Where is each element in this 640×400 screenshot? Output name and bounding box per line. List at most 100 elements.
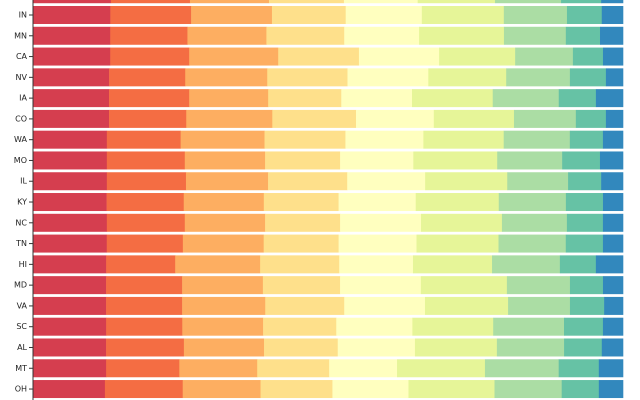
- bar-segment-ky-1: [106, 193, 185, 212]
- bar-segment-in-7: [566, 6, 603, 24]
- bar-segment-va-0: [33, 296, 107, 315]
- bar-segment-nv-0: [33, 68, 110, 87]
- bar-segment-mo-2: [184, 151, 266, 170]
- bar-segment-oh-5: [408, 380, 495, 399]
- bar-segment-mn-7: [565, 26, 601, 45]
- y-tick-label-hi: HI: [19, 260, 27, 269]
- bar-segment-co-8: [605, 109, 624, 128]
- bar-segment-sc-8: [602, 317, 624, 336]
- bar-segment-mt-7: [558, 359, 600, 378]
- y-tick-label-mt: MT: [15, 364, 27, 373]
- y-tick-label-sc: SC: [16, 322, 27, 331]
- bar-segment-partial-4: [343, 0, 418, 4]
- y-tick-label-nc: NC: [15, 218, 27, 227]
- y-tick-label-mn: MN: [14, 31, 27, 40]
- bar-segment-mo-4: [340, 151, 414, 170]
- bar-segment-md-5: [420, 276, 508, 295]
- bar-segment-co-6: [513, 109, 577, 128]
- bar-segment-partial-0: [33, 0, 112, 4]
- bar-segment-nv-3: [267, 68, 348, 87]
- bar-segment-mo-0: [33, 151, 108, 170]
- bar-segment-il-3: [268, 172, 348, 191]
- bar-segment-tn-0: [33, 234, 108, 253]
- bar-segment-sc-5: [412, 317, 494, 336]
- bar-segment-tn-3: [263, 234, 339, 253]
- bar-segment-tn-7: [565, 234, 604, 253]
- bar-segment-partial-2: [189, 0, 270, 4]
- bar-segment-mn-1: [110, 26, 188, 45]
- bar-segment-al-8: [601, 338, 624, 357]
- bar-segment-ky-8: [602, 193, 624, 212]
- bar-segment-ca-2: [189, 47, 279, 66]
- bar-segment-ky-3: [263, 193, 339, 212]
- bar-segment-tn-8: [602, 234, 624, 253]
- bar-segment-nv-1: [109, 68, 186, 87]
- bar-segment-hi-2: [175, 255, 261, 274]
- bar-segment-tn-1: [106, 234, 184, 253]
- bar-segment-in-4: [345, 6, 423, 24]
- bar-segment-hi-7: [559, 255, 597, 274]
- bar-segment-md-6: [506, 276, 571, 295]
- bar-segment-sc-4: [336, 317, 413, 336]
- bar-segment-nc-6: [501, 213, 568, 232]
- bar-segment-in-8: [601, 6, 624, 24]
- bar-segment-wa-1: [106, 130, 181, 149]
- bar-segment-il-0: [33, 172, 108, 191]
- bar-segment-nv-5: [428, 68, 507, 87]
- bar-segment-mo-8: [599, 151, 624, 170]
- bar-segment-nv-2: [185, 68, 268, 87]
- bar-segment-va-3: [265, 296, 345, 315]
- bar-segment-va-7: [569, 296, 605, 315]
- bar-segment-mn-8: [600, 26, 624, 45]
- bar-segment-nc-0: [33, 213, 108, 232]
- bar-segment-co-3: [272, 109, 357, 128]
- bar-segment-mt-0: [33, 359, 107, 378]
- bar-segment-va-2: [182, 296, 266, 315]
- y-tick-label-in: IN: [19, 11, 27, 20]
- bar-segment-mo-6: [497, 151, 563, 170]
- bar-segment-mt-8: [598, 359, 624, 378]
- bar-segment-mn-3: [266, 26, 345, 45]
- bar-segment-il-6: [507, 172, 569, 191]
- bar-segment-al-3: [264, 338, 339, 357]
- bar-segment-md-1: [106, 276, 183, 295]
- bar-segment-nc-8: [602, 213, 624, 232]
- y-tick-label-il: IL: [20, 177, 27, 186]
- bar-segment-ky-4: [338, 193, 417, 212]
- bar-segment-nv-8: [605, 68, 624, 87]
- y-tick-label-nv: NV: [16, 73, 28, 82]
- bar-segment-nc-7: [566, 213, 604, 232]
- bar-segment-ca-8: [602, 47, 624, 66]
- bar-segment-oh-3: [260, 380, 333, 399]
- bar-segment-oh-8: [598, 380, 624, 399]
- bar-segment-ia-1: [109, 89, 190, 108]
- bar-segment-il-7: [568, 172, 602, 191]
- bar-segment-mo-5: [413, 151, 498, 170]
- bar-segment-sc-7: [564, 317, 604, 336]
- bar-segment-md-0: [33, 276, 107, 295]
- bar-segment-in-1: [110, 6, 192, 24]
- bar-segment-partial-1: [110, 0, 191, 4]
- bar-segment-partial-7: [561, 0, 602, 4]
- bar-segment-ky-0: [33, 193, 107, 212]
- bar-segment-oh-6: [494, 380, 563, 399]
- bar-segment-nc-1: [106, 213, 186, 232]
- bar-segment-co-1: [109, 109, 187, 128]
- bar-segment-mn-4: [344, 26, 420, 45]
- bar-segment-al-0: [33, 338, 107, 357]
- bar-segment-co-5: [433, 109, 515, 128]
- bar-segment-va-1: [106, 296, 183, 315]
- bar-segment-ca-0: [33, 47, 111, 66]
- bar-segment-tn-5: [416, 234, 499, 253]
- bar-segment-wa-3: [264, 130, 346, 149]
- bar-segment-wa-2: [180, 130, 265, 149]
- bar-segment-ia-5: [411, 89, 494, 108]
- bar-segment-mn-2: [187, 26, 267, 45]
- bar-segment-il-2: [185, 172, 269, 191]
- bar-segment-mt-2: [179, 359, 258, 378]
- bar-segment-oh-2: [182, 380, 261, 399]
- bar-segment-ca-5: [439, 47, 516, 66]
- bar-segment-nc-4: [340, 213, 422, 232]
- bar-segment-oh-7: [561, 380, 600, 399]
